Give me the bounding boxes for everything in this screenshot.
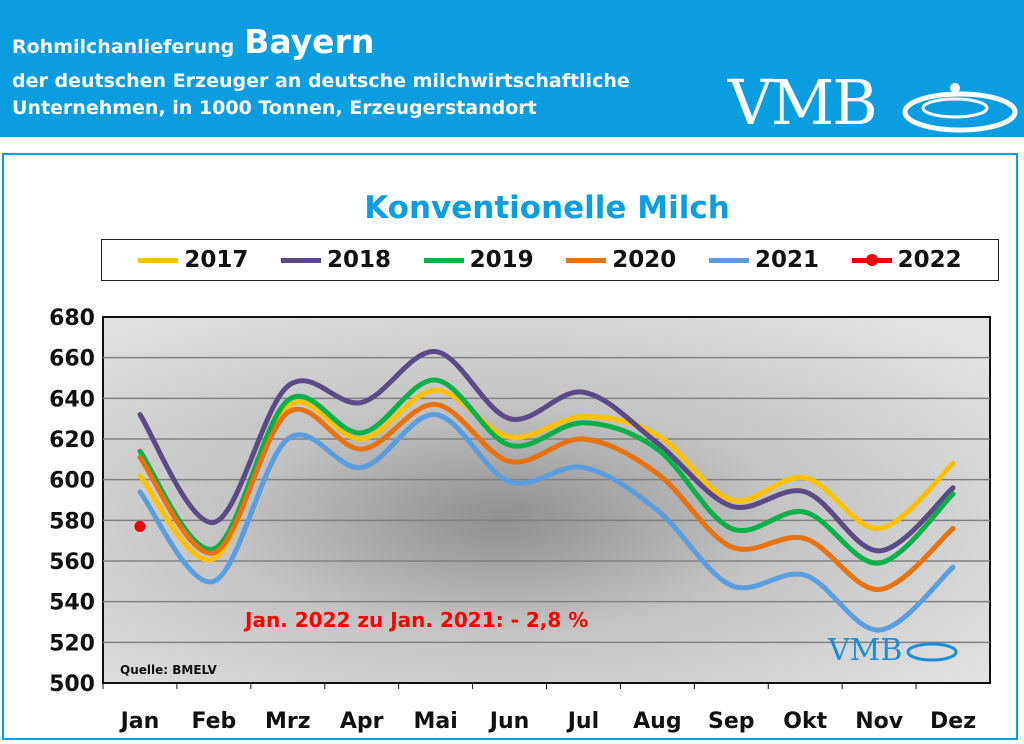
legend-swatch [566, 257, 607, 263]
legend-swatch [138, 257, 179, 263]
y-tick-label: 520 [49, 631, 95, 656]
legend-item-2020: 2020 [566, 247, 676, 273]
series-line-2021 [137, 412, 956, 633]
y-tick-label: 680 [49, 306, 95, 331]
legend-item-2017: 2017 [138, 247, 248, 273]
data-point-2022 [134, 520, 146, 532]
x-tick-label: Jun [488, 709, 530, 734]
plot-area [102, 316, 991, 684]
watermark-swirl-icon [906, 642, 958, 662]
x-tick-label: Jan [119, 709, 160, 734]
x-tick-label: Mrz [265, 709, 311, 734]
legend-item-2018: 2018 [280, 247, 391, 273]
y-tick-label: 540 [49, 591, 95, 616]
legend-label: 2018 [326, 247, 391, 273]
header-line1: Rohmilchanlieferung Bayern [12, 22, 374, 61]
legend-label: 2022 [897, 247, 962, 273]
x-tick-label: Okt [783, 709, 827, 734]
legend-marker [865, 253, 878, 266]
legend-label: 2020 [612, 247, 677, 273]
legend-label: 2019 [469, 247, 534, 273]
x-tick-label: Feb [191, 709, 236, 734]
series-line-2020 [137, 401, 956, 592]
legend-label: 2017 [184, 247, 249, 273]
header-line2: der deutschen Erzeuger an deutsche milch… [12, 70, 630, 92]
annotation: Jan. 2022 zu Jan. 2021: - 2,8 % [243, 608, 588, 632]
y-tick-label: 660 [49, 347, 95, 372]
vmb-logo: VMB [728, 66, 878, 139]
y-tick-label: 500 [49, 672, 95, 697]
x-tick-label: Apr [340, 709, 384, 734]
source-label: Quelle: BMELV [120, 663, 218, 677]
legend-item-2022: 2022 [851, 247, 962, 273]
legend: 2017 2018 2019 2020 2021 2022 [101, 239, 999, 281]
header-line3: Unternehmen, in 1000 Tonnen, Erzeugersta… [12, 97, 537, 119]
header-banner: Rohmilchanlieferung Bayern der deutschen … [0, 0, 1024, 137]
legend-label: 2021 [754, 247, 819, 273]
legend-swatch [708, 257, 749, 263]
x-tick-label: Aug [633, 709, 681, 734]
series-line-2019 [137, 377, 956, 566]
series-line-2018 [137, 349, 956, 554]
y-tick-label: 620 [49, 428, 95, 453]
chart-title: Konventionelle Milch [364, 190, 730, 226]
y-tick-label: 640 [49, 387, 95, 412]
x-tick-label: Sep [708, 709, 755, 734]
y-tick-label: 580 [49, 509, 95, 534]
legend-item-2019: 2019 [423, 247, 534, 273]
x-tick-label: Jul [566, 709, 599, 734]
y-tick-label: 600 [49, 469, 95, 494]
x-tick-label: Dez [930, 709, 976, 734]
y-tick-label: 560 [49, 550, 95, 575]
x-tick-label: Nov [855, 709, 904, 734]
legend-swatch [423, 257, 464, 263]
legend-swatch [851, 253, 892, 266]
legend-item-2021: 2021 [708, 247, 819, 273]
x-tick-label: Mai [413, 709, 457, 734]
chart-frame [2, 153, 1018, 740]
header-region: Bayern [244, 22, 375, 61]
logo-swirl-icon [902, 83, 1018, 133]
header-title: Rohmilchanlieferung [12, 36, 235, 58]
legend-swatch [280, 257, 321, 263]
watermark-logo: VMB [827, 633, 902, 668]
